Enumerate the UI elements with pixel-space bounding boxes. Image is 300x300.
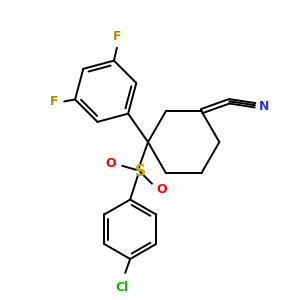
Text: O: O [106,158,116,170]
Text: S: S [135,164,146,179]
Text: F: F [112,30,121,43]
Text: Cl: Cl [116,281,129,294]
Text: F: F [50,95,58,108]
Text: N: N [259,100,269,113]
Text: O: O [156,183,166,196]
